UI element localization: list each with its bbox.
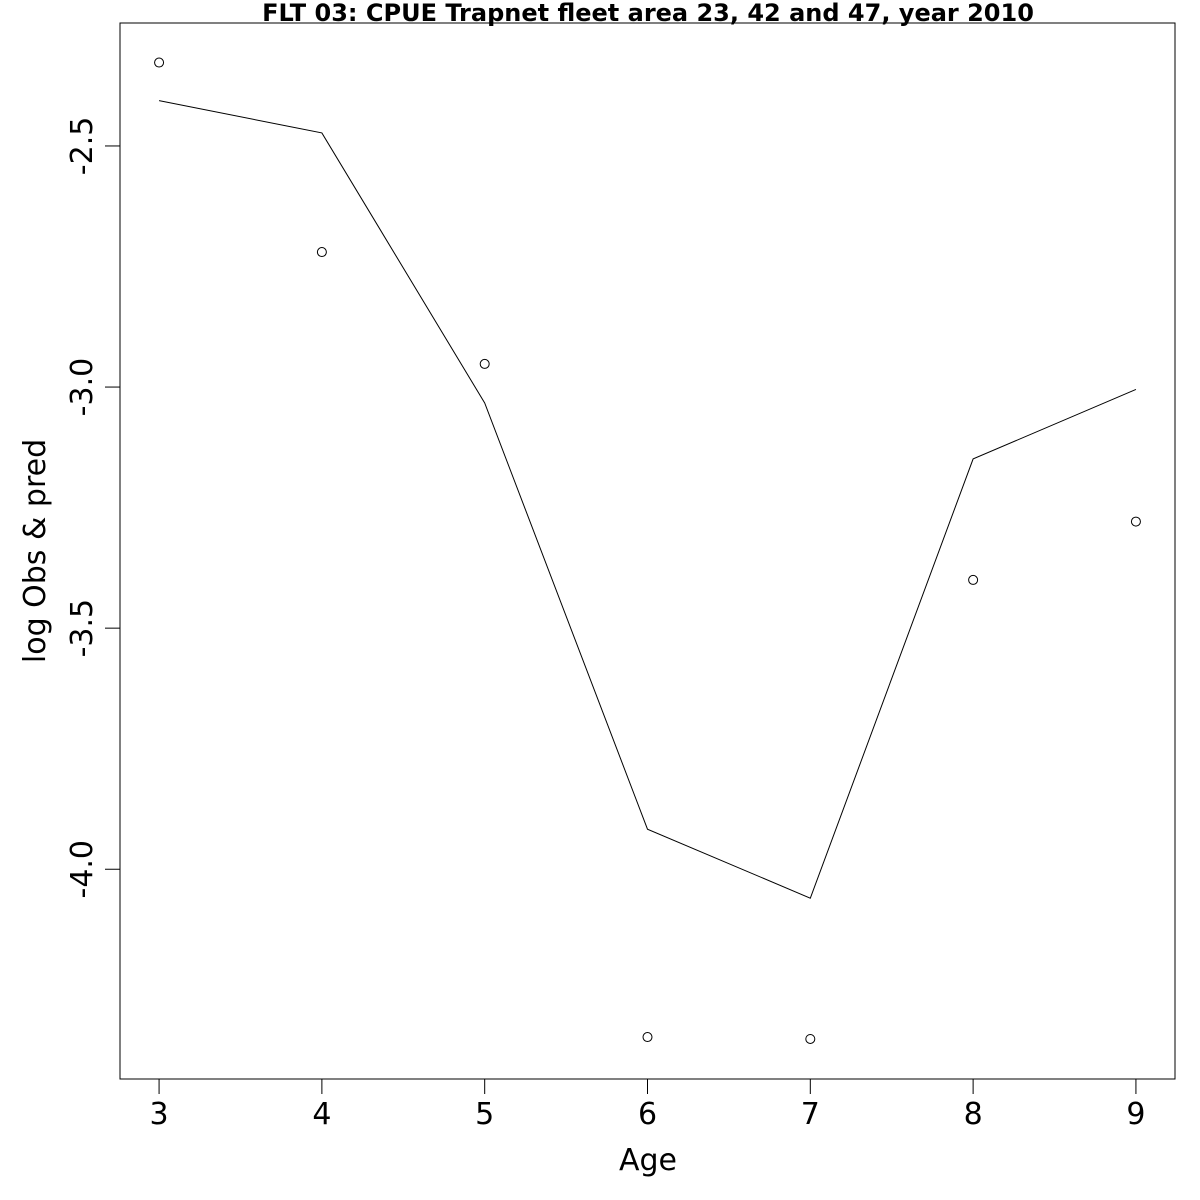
observed-point [805,1033,816,1044]
y-tick-label: -4.0 [65,840,100,899]
y-axis-label: log Obs & pred [18,439,53,663]
x-tick-label: 6 [638,1097,657,1132]
plot-frame [119,22,1176,1080]
observed-point [479,358,490,369]
observed-point [154,57,165,68]
x-tick-label: 9 [1126,1097,1145,1132]
x-tick-label: 5 [475,1097,494,1132]
y-axis: -2.5 -3.0 -3.5 -4.0 [65,117,121,899]
observed-series-points [154,57,1141,1044]
y-tick-label: -2.5 [65,117,100,176]
x-axis: 3 4 5 6 7 8 9 [150,1078,1145,1132]
observed-point [642,1032,653,1043]
y-tick-label: -3.5 [65,599,100,658]
x-tick-label: 3 [150,1097,169,1132]
x-axis-label: Age [619,1143,677,1178]
observed-point [316,247,327,258]
x-tick-label: 8 [964,1097,983,1132]
observed-point [1130,516,1141,527]
observed-point [968,574,979,585]
predicted-series-line [158,100,1137,899]
y-tick-label: -3.0 [65,358,100,417]
x-tick-label: 7 [801,1097,820,1132]
predicted-line [158,100,1137,899]
x-tick-label: 4 [312,1097,331,1132]
